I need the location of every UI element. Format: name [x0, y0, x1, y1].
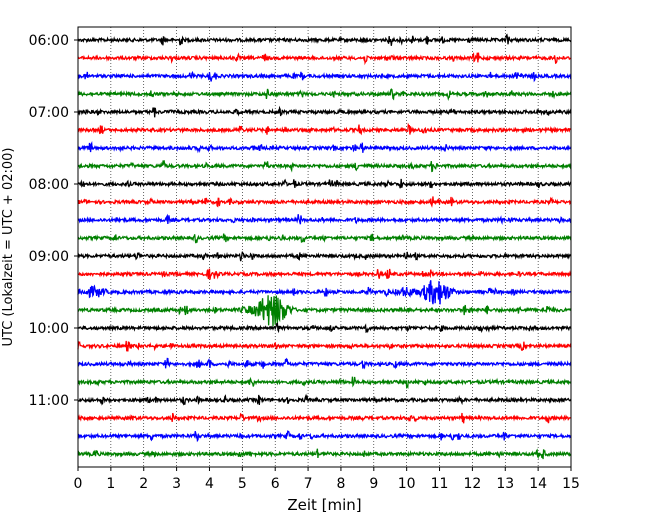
y-tick-label: 08:00 — [29, 177, 69, 193]
trace-1100 — [77, 393, 572, 406]
x-tick-label: 2 — [139, 476, 148, 492]
x-axis: 0 1 2 3 4 5 6 7 8 9 10 11 12 13 14 15 — [74, 467, 580, 492]
trace-0830 — [77, 213, 572, 225]
x-tick-label: 1 — [106, 476, 115, 492]
trace-1015 — [77, 340, 572, 352]
x-tick-label: 6 — [271, 476, 280, 492]
trace-0745 — [77, 159, 572, 173]
x-tick-label: 4 — [205, 476, 214, 492]
trace-0945 — [77, 295, 572, 327]
trace-0600 — [77, 33, 572, 46]
x-tick-label: 8 — [336, 476, 345, 492]
y-tick-label: 11:00 — [29, 393, 69, 409]
trace-0730 — [77, 140, 572, 154]
trace-0800 — [77, 178, 572, 189]
plot-frame — [77, 26, 572, 468]
trace-1115 — [77, 412, 572, 424]
x-tick-label: 0 — [74, 476, 83, 492]
y-tick-label: 07:00 — [29, 105, 69, 121]
trace-0700 — [77, 105, 572, 118]
x-tick-label: 15 — [562, 476, 580, 492]
seismic-traces — [77, 33, 572, 460]
trace-0900 — [77, 251, 572, 262]
trace-1045 — [77, 376, 572, 390]
y-tick-label: 09:00 — [29, 249, 69, 265]
x-tick-label: 7 — [304, 476, 313, 492]
x-tick-label: 13 — [496, 476, 514, 492]
x-tick-label: 12 — [463, 476, 481, 492]
trace-1030 — [77, 357, 572, 370]
grid-lines — [110, 27, 539, 467]
y-axis: 06:00 07:00 08:00 09:00 10:00 11:00 — [29, 33, 78, 409]
x-tick-label: 11 — [431, 476, 449, 492]
trace-1000 — [77, 322, 572, 334]
trace-0630 — [77, 70, 572, 83]
y-tick-label: 06:00 — [29, 33, 69, 49]
x-tick-label: 5 — [238, 476, 247, 492]
x-tick-label: 9 — [369, 476, 378, 492]
trace-0715 — [77, 122, 572, 136]
y-tick-label: 10:00 — [29, 321, 69, 337]
x-tick-label: 14 — [529, 476, 547, 492]
trace-0815 — [77, 196, 572, 208]
trace-0915 — [77, 268, 572, 280]
x-tick-label: 10 — [398, 476, 416, 492]
trace-0845 — [77, 233, 572, 244]
trace-1130 — [77, 430, 572, 443]
trace-0615 — [77, 52, 572, 66]
x-axis-label: Zeit [min] — [287, 496, 361, 514]
y-axis-label: UTC (Lokalzeit = UTC + 02:00) — [1, 148, 16, 347]
trace-0645 — [77, 88, 572, 101]
x-tick-label: 3 — [172, 476, 181, 492]
trace-1145 — [77, 448, 572, 460]
trace-0930 — [77, 280, 572, 305]
